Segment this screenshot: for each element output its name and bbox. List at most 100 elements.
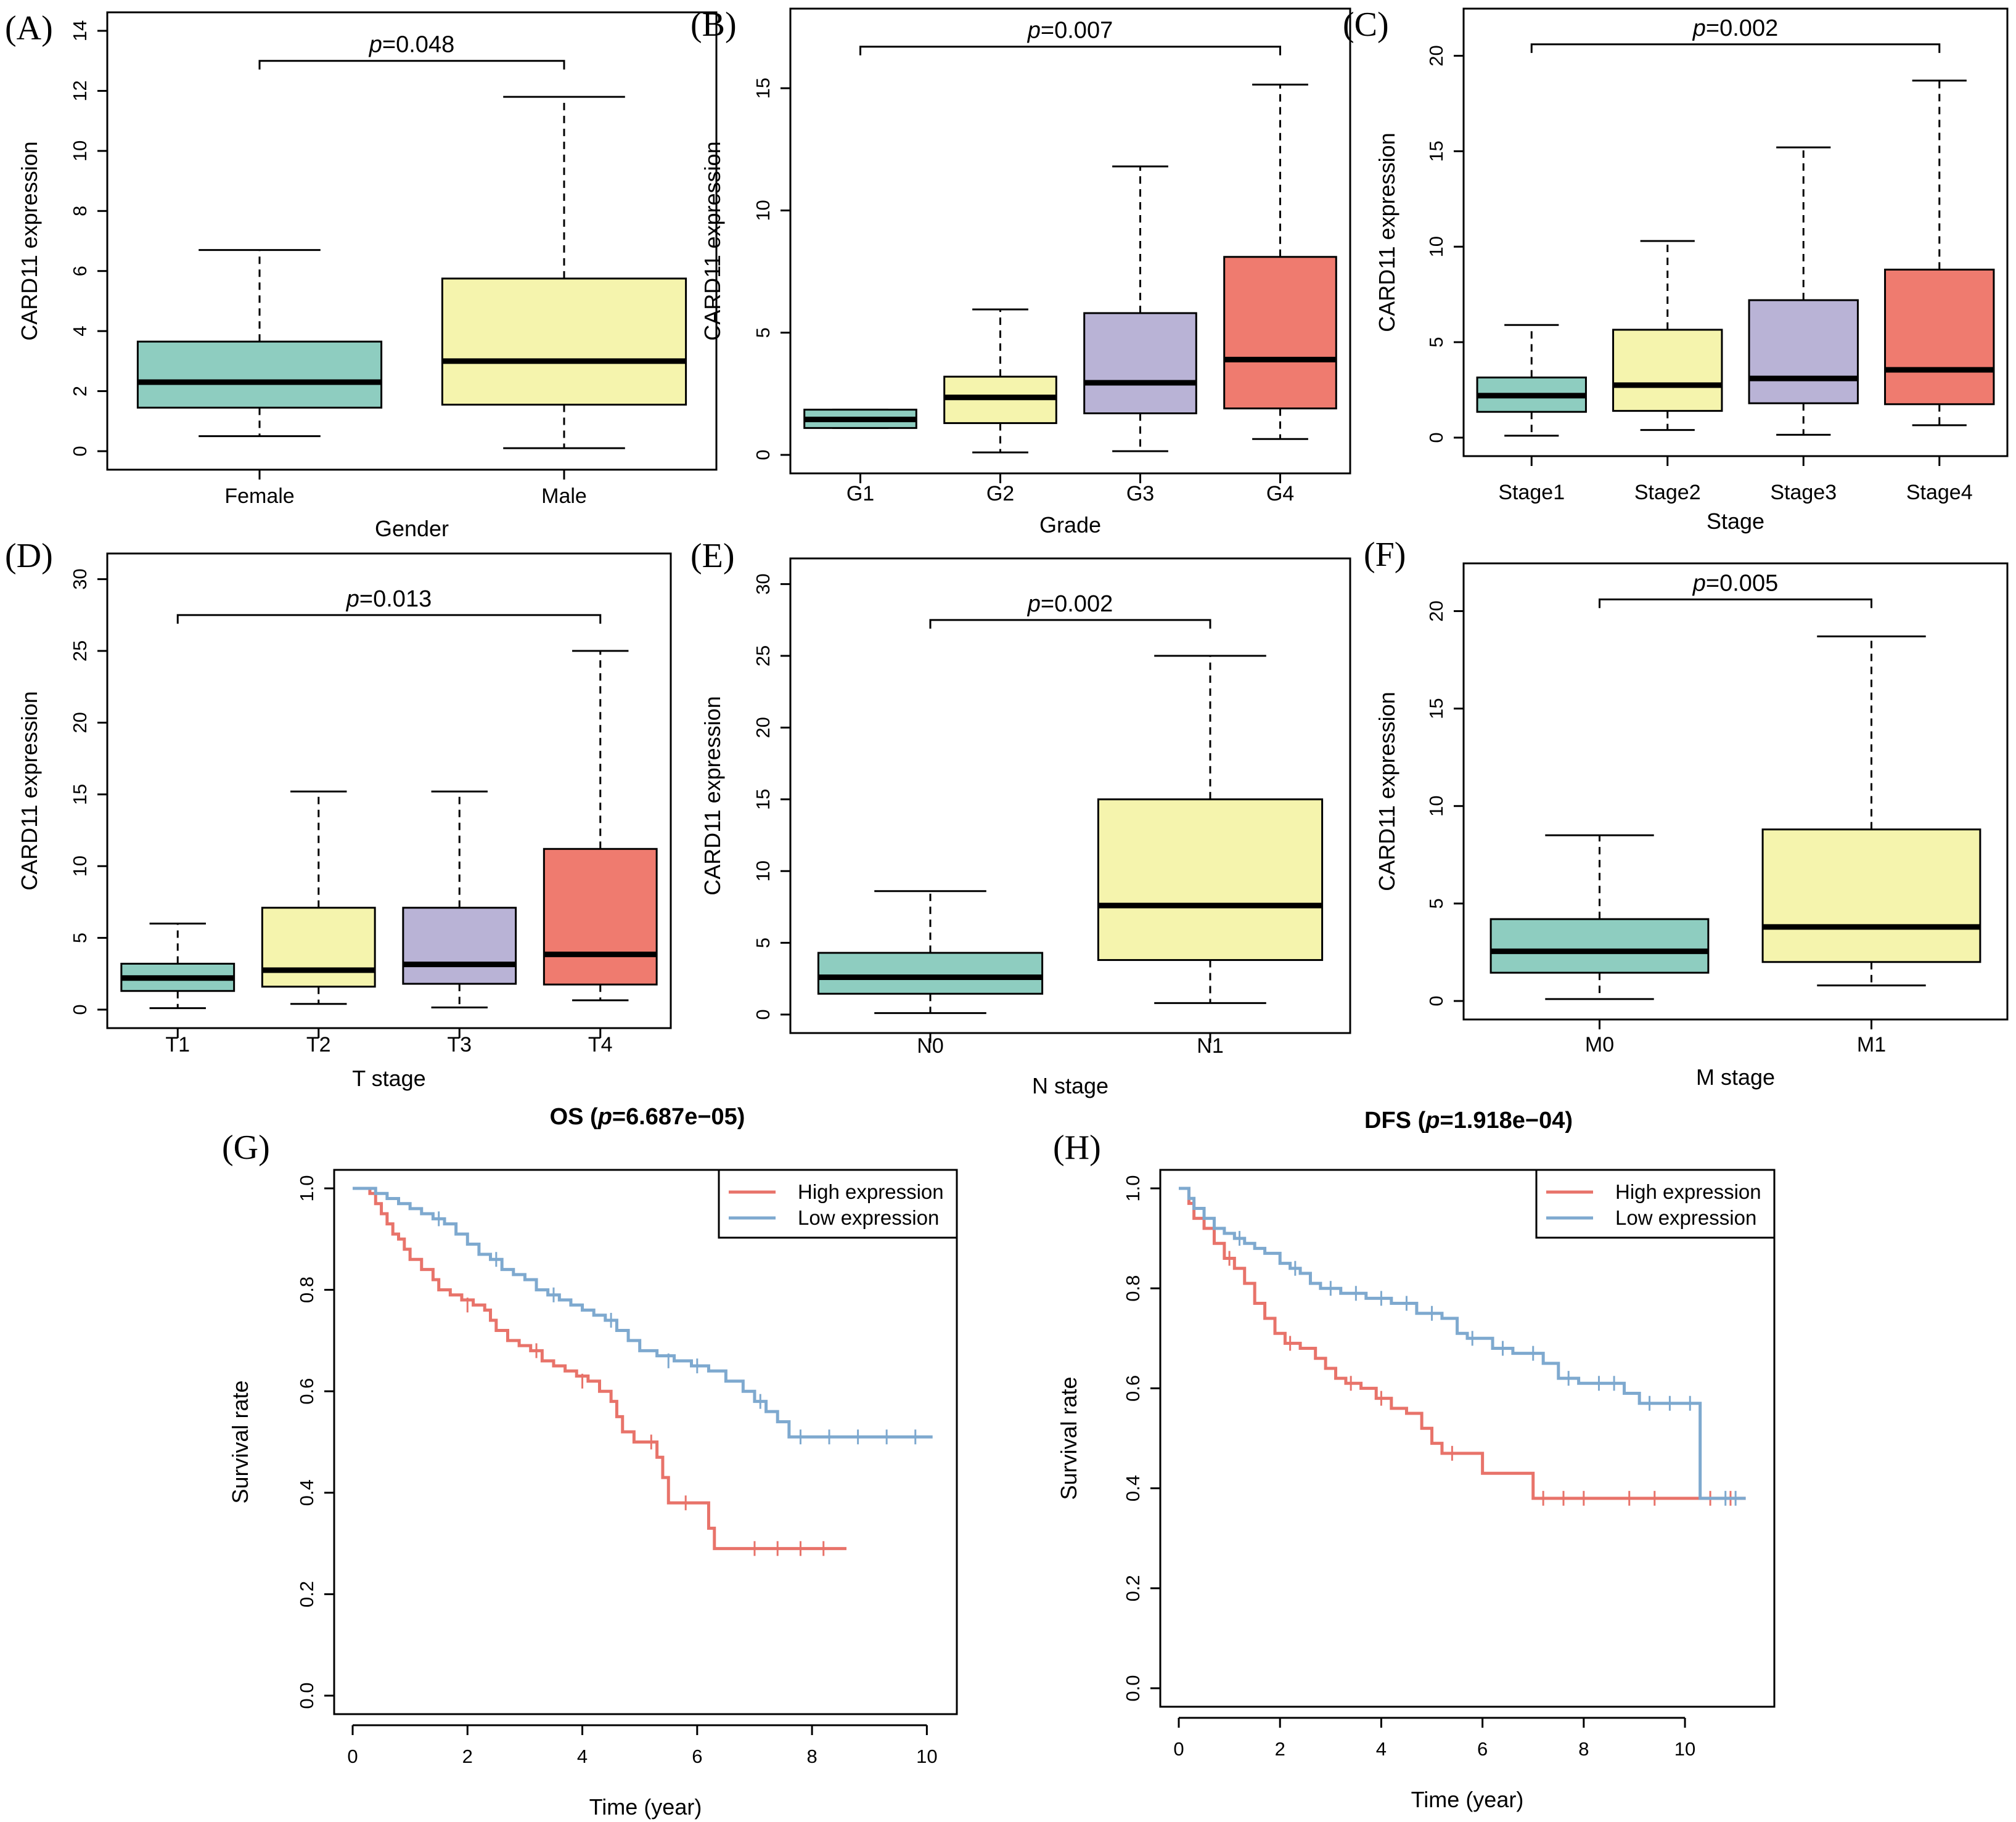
x-category-label: T1	[165, 1033, 190, 1056]
significance-bracket	[1599, 598, 1872, 608]
x-tick-label: 8	[1578, 1738, 1589, 1760]
boxplot-panel-d: (D) 0 5 10 15 20 25 30 CARD11 expression T1 T2 T3 T4…	[5, 537, 672, 1091]
x-category-label: T3	[447, 1033, 472, 1056]
y-axis-title: CARD11 expression	[17, 691, 42, 890]
p-value-label: p=0.005	[1692, 570, 1778, 596]
y-tick-label: 0.4	[1122, 1475, 1144, 1501]
p-value-label: p=0.002	[1027, 591, 1113, 617]
y-tick-label: 0.8	[296, 1277, 318, 1303]
box-g1	[803, 409, 917, 429]
x-category-label: Stage2	[1634, 481, 1701, 504]
x-axis-title: M stage	[1696, 1064, 1775, 1090]
y-tick-label: 0.8	[1122, 1275, 1144, 1302]
y-tick-label: 1.0	[1122, 1175, 1144, 1201]
iqr-box	[136, 340, 383, 409]
x-tick-label: 2	[462, 1746, 473, 1767]
iqr-box	[1612, 329, 1723, 412]
km-legend: High expression Low expression	[1535, 1169, 1776, 1239]
box-stage1	[1476, 324, 1587, 437]
km-title-rest: =1.918e−04)	[1440, 1108, 1573, 1134]
x-tick-label: 0	[1173, 1738, 1184, 1760]
y-tick-label: 25	[69, 640, 91, 661]
x-tick-label: 0	[347, 1746, 358, 1767]
panel-label: (G)	[222, 1129, 270, 1167]
boxplot-panel-f: (F) 0 5 10 15 20 CARD11 expression M0 M1 M stage p…	[1364, 536, 2009, 1090]
x-tick-label: 8	[806, 1746, 817, 1767]
p-symbol: p	[1027, 591, 1041, 617]
panel-label: (C)	[1343, 6, 1389, 44]
y-axis-title: CARD11 expression	[700, 141, 725, 340]
p-symbol: p	[369, 32, 382, 58]
box-t4	[543, 650, 658, 1002]
x-axis-title: T stage	[352, 1066, 425, 1091]
y-tick-label: 10	[69, 141, 91, 161]
km-title-rest: =6.687e−05)	[612, 1104, 745, 1130]
box-female	[136, 249, 383, 438]
panel-label: (H)	[1053, 1129, 1101, 1167]
km-series-high-expression	[353, 1187, 846, 1556]
iqr-box	[261, 907, 376, 988]
x-axis-title: Stage	[1707, 509, 1764, 534]
significance-bracket	[929, 619, 1211, 629]
y-axis-title: CARD11 expression	[17, 141, 42, 340]
y-tick-label: 0.0	[296, 1682, 318, 1709]
p-value-number: =0.013	[359, 586, 432, 612]
survival-curve	[353, 1187, 933, 1439]
y-tick-label: 5	[69, 933, 91, 943]
box-n1	[1097, 655, 1324, 1004]
plot-frame	[1159, 1169, 1776, 1708]
p-value-label: p=0.048	[369, 32, 454, 58]
p-symbol: p	[1027, 18, 1041, 44]
x-axis-title: Gender	[375, 516, 449, 541]
x-axis-title: N stage	[1032, 1073, 1108, 1098]
y-tick-label: 0.0	[1122, 1675, 1144, 1701]
y-tick-label: 1.0	[296, 1175, 318, 1201]
y-axis-title: CARD11 expression	[1374, 133, 1399, 332]
x-category-label: T4	[588, 1033, 613, 1056]
significance-bracket	[1530, 43, 1941, 53]
iqr-box	[402, 907, 517, 985]
significance-bracket	[258, 60, 565, 70]
x-category-label: M0	[1585, 1033, 1614, 1056]
iqr-box	[1083, 312, 1197, 415]
y-tick-label: 0.6	[296, 1378, 318, 1405]
km-title-main: DFS (	[1364, 1108, 1426, 1134]
panel-label: (E)	[690, 537, 735, 575]
x-category-label: N1	[1197, 1034, 1223, 1058]
box-stage2	[1612, 240, 1723, 431]
x-tick-label: 4	[577, 1746, 588, 1767]
km-series-high-expression	[1179, 1187, 1746, 1506]
iqr-box	[1223, 256, 1337, 410]
km-series-low-expression	[1179, 1187, 1746, 1506]
x-category-label: Female	[224, 484, 294, 508]
p-symbol: p	[1692, 15, 1706, 41]
x-category-label: M1	[1857, 1033, 1886, 1056]
y-tick-label: 30	[752, 573, 774, 594]
y-tick-label: 0.6	[1122, 1375, 1144, 1402]
iqr-box	[1884, 268, 1995, 406]
survival-curve	[1179, 1187, 1746, 1500]
y-tick-label: 15	[752, 789, 774, 810]
y-tick-label: 20	[1425, 600, 1447, 621]
y-tick-label: 0.4	[296, 1479, 318, 1506]
box-male	[441, 96, 687, 449]
y-tick-label: 10	[752, 200, 774, 221]
panel-label: (A)	[5, 9, 53, 47]
panel-label: (B)	[690, 6, 737, 44]
x-axis-title: Time (year)	[589, 1794, 702, 1820]
y-axis-title: Survival rate	[227, 1380, 253, 1503]
y-tick-label: 0	[1425, 995, 1447, 1006]
km-panel-g: (G) OS (p=6.687e−05) 0.0 0.2 0.4 0.6 0.8 1.0 Sur…	[222, 1104, 958, 1820]
y-tick-label: 8	[69, 206, 91, 216]
legend-label: Low expression	[798, 1206, 939, 1229]
x-tick-label: 10	[916, 1746, 937, 1767]
significance-bracket	[859, 46, 1281, 55]
y-tick-label: 15	[1425, 698, 1447, 719]
y-tick-label: 0	[752, 449, 774, 460]
x-category-label: G4	[1266, 482, 1294, 505]
x-category-label: Stage4	[1906, 481, 1973, 504]
survival-curve	[1179, 1187, 1746, 1500]
boxplot-panel-a: (A) 0 2 4 6 8 10 12 14 CARD11 expression Female Mal…	[5, 9, 718, 541]
x-tick-label: 6	[692, 1746, 702, 1767]
